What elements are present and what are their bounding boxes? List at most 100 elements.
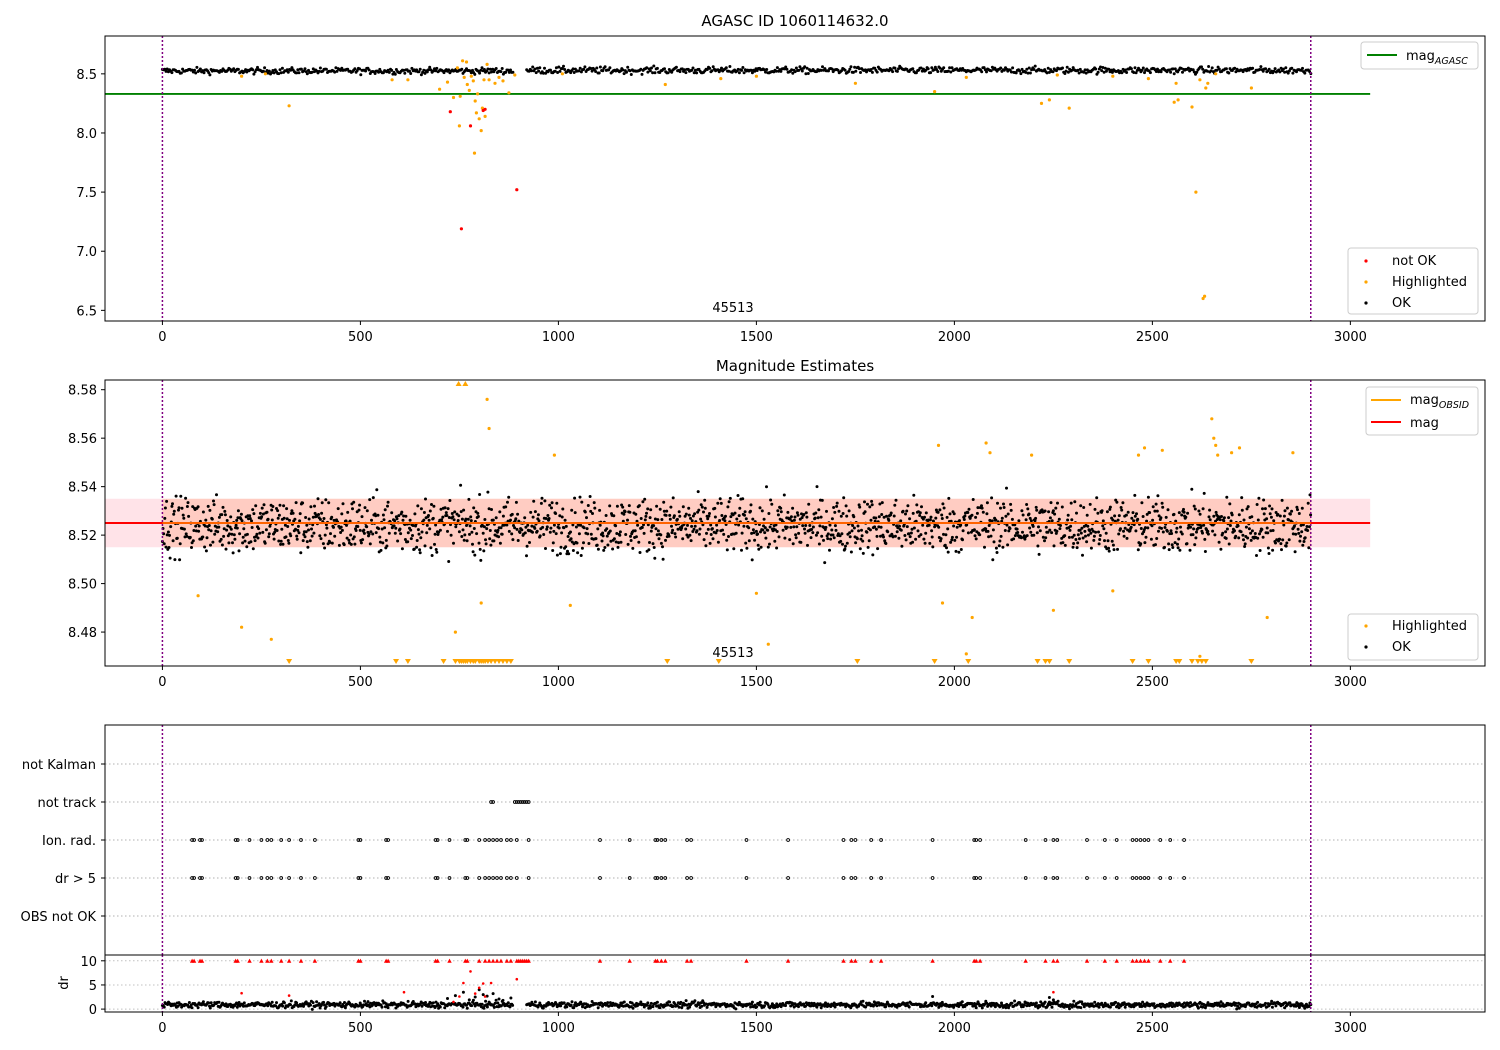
flag-marker <box>287 876 291 880</box>
panel2-ok-point <box>653 556 657 560</box>
panel1-highlighted-point <box>287 104 291 108</box>
panel4-ok-point <box>482 1006 486 1010</box>
panel2-ok-point <box>310 534 314 538</box>
panel2-highlighted-point <box>1136 453 1141 457</box>
panel2-ok-point <box>617 541 621 545</box>
flag-marker <box>526 800 531 804</box>
panel1-ok-point <box>1078 67 1082 71</box>
panel2-clipped-low-marker <box>1145 659 1152 664</box>
panel2-ok-point <box>779 510 783 514</box>
panel2-ok-point <box>279 542 283 546</box>
panel4-ok-point <box>973 1002 976 1005</box>
panel2-ok-point <box>1241 533 1245 537</box>
panel2-ok-point <box>318 517 322 521</box>
panel2-ok-point <box>1279 542 1283 546</box>
panel2-ok-point <box>815 485 819 489</box>
panel2-ok-point <box>1280 548 1283 552</box>
panel1-ok-point <box>202 71 206 75</box>
flag-marker <box>247 876 252 880</box>
panel2-ok-point <box>665 509 669 513</box>
panel2-ok-point <box>427 518 431 522</box>
panel4-ok-point <box>833 1005 837 1009</box>
panel1-ok-point <box>985 70 988 74</box>
legend2-marker-highlighted <box>1364 624 1368 628</box>
panel1-ok-point <box>1273 67 1277 71</box>
panel2-ok-point <box>528 541 531 544</box>
panel1-highlighted-point <box>465 82 469 87</box>
panel2-ok-point <box>660 518 664 521</box>
panel2-ok-point <box>1143 526 1147 530</box>
flag-marker <box>1142 876 1147 880</box>
panel2-ok-point <box>1214 510 1218 514</box>
panel2-ok-point <box>272 537 276 541</box>
panel2-ok-point <box>861 539 865 543</box>
panel4-ok-point <box>224 1002 228 1006</box>
panel1-highlighted-point <box>480 106 484 110</box>
panel1-highlighted-point <box>1176 98 1180 102</box>
panel1-ok-point <box>1224 67 1228 71</box>
panel4-frame <box>104 954 1486 1013</box>
panel1-ok-point <box>1290 66 1294 70</box>
panel2-ok-point <box>675 517 679 521</box>
panel1-ok-point <box>419 73 423 77</box>
panel2-ok-point <box>811 531 815 535</box>
panel2-ok-point <box>231 541 234 545</box>
flag-marker <box>1158 876 1163 880</box>
panel4-ok-point <box>420 1004 424 1008</box>
panel1-ok-point <box>367 68 371 72</box>
flag-marker <box>689 876 693 880</box>
panel2-ok-point <box>931 545 935 549</box>
panel2-ok-point <box>735 517 739 521</box>
panel2-ok-point <box>997 544 1001 548</box>
panel1-highlighted-point <box>487 78 491 82</box>
panel1-ok-point <box>775 66 779 70</box>
panel2-ok-point <box>1305 525 1309 528</box>
panel2-ok-point <box>1271 529 1275 532</box>
flag-marker <box>200 876 204 880</box>
panel4-ok-point <box>809 1004 813 1008</box>
panel2-ok-point <box>1184 515 1188 519</box>
panel2-ok-point <box>261 530 265 534</box>
panel1-ok-point <box>753 69 757 73</box>
panel4-ok-point <box>369 1001 373 1005</box>
panel1-ok-point <box>728 65 732 68</box>
panel2-ok-point <box>1072 533 1076 537</box>
panel2-ok-point <box>446 529 449 533</box>
panel2-ok-point <box>234 523 238 527</box>
panel2-ok-point <box>1234 534 1238 538</box>
panel1-ok-point <box>603 65 607 69</box>
panel2-ok-point <box>1035 508 1039 512</box>
panel2-ok-point <box>907 532 911 536</box>
flag-marker <box>356 838 361 842</box>
panel2-ok-point <box>451 515 455 519</box>
panel1-ok-point <box>271 69 275 72</box>
panel2-ok-point <box>1089 546 1093 550</box>
panel2-ok-point <box>185 505 189 508</box>
panel2-ok-point <box>955 535 959 539</box>
panel2-ok-point <box>400 547 404 551</box>
panel2-ok-point <box>376 513 380 517</box>
panel2-ok-point <box>1063 534 1067 538</box>
panel2-ok-point <box>538 534 542 538</box>
panel2-ok-point <box>955 525 959 529</box>
panel2-ok-point <box>1104 531 1108 535</box>
panel4-ok-point <box>572 1006 576 1010</box>
panel2-ok-point <box>1308 493 1312 497</box>
panel2-ok-point <box>928 518 932 522</box>
flag-marker <box>978 838 982 842</box>
panel4-large-dr-point <box>515 977 519 981</box>
panel2-ok-point <box>806 543 809 547</box>
panel4-ok-point <box>431 1001 435 1005</box>
panel2-ok-point <box>973 534 977 538</box>
panel1-ok-point <box>784 65 788 69</box>
panel2-clipped-low-marker <box>404 659 411 664</box>
panel2-ok-point <box>904 512 907 516</box>
panel2-ok-point <box>908 535 912 539</box>
panel2-ok-point <box>291 511 295 515</box>
panel2-ok-point <box>356 525 360 528</box>
panel2-ok-point <box>1237 513 1241 517</box>
panel4-capped-marker <box>1146 958 1151 963</box>
panel2-ok-point <box>277 539 281 543</box>
panel2-ok-point <box>1166 508 1170 512</box>
panel2-ok-point <box>570 508 574 512</box>
